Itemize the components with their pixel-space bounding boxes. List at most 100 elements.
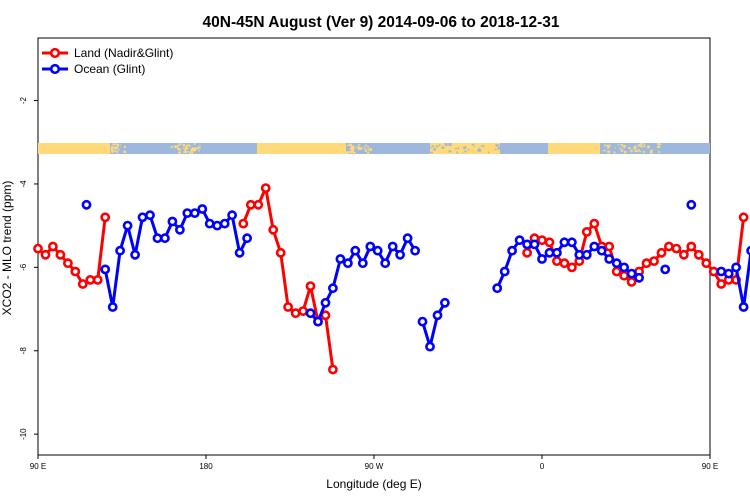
data-point xyxy=(350,245,361,256)
mask-speckle xyxy=(105,146,109,149)
mask-speckle xyxy=(100,144,104,147)
data-point xyxy=(182,208,193,218)
mask-speckle xyxy=(355,146,357,148)
mask-speckle xyxy=(433,148,436,151)
mask-speckle xyxy=(177,145,179,147)
mask-speckle xyxy=(177,147,180,150)
data-point xyxy=(357,258,368,269)
data-point xyxy=(327,283,338,294)
data-point xyxy=(679,249,689,260)
mask-speckle xyxy=(448,150,452,153)
mask-speckle xyxy=(368,148,372,151)
data-point xyxy=(626,268,637,279)
series-layer xyxy=(33,183,750,375)
data-point xyxy=(660,264,671,275)
mask-speckle xyxy=(370,148,373,151)
data-point xyxy=(544,237,555,248)
mask-speckle xyxy=(364,149,367,152)
mask-speckle xyxy=(178,151,181,153)
data-point xyxy=(522,247,532,258)
mask-land-block xyxy=(548,143,600,154)
data-point xyxy=(402,233,413,244)
mask-speckle xyxy=(619,147,621,150)
mask-speckle xyxy=(106,145,110,147)
mask-speckle xyxy=(193,143,196,145)
mask-speckle xyxy=(432,145,435,147)
mask-speckle xyxy=(185,151,189,153)
mask-speckle xyxy=(182,151,185,153)
data-point xyxy=(574,249,585,260)
data-point xyxy=(425,341,435,352)
mask-speckle xyxy=(360,147,363,150)
mask-speckle xyxy=(350,149,354,153)
mask-speckle xyxy=(658,143,662,145)
data-point xyxy=(81,199,92,210)
mask-speckle xyxy=(101,150,104,152)
data-point xyxy=(529,239,540,250)
mask-speckle xyxy=(488,151,490,154)
data-point xyxy=(634,272,644,283)
legend-marker-land xyxy=(49,47,61,59)
mask-speckle xyxy=(367,151,370,155)
data-point xyxy=(268,224,279,235)
mask-speckle xyxy=(111,146,114,150)
x-tick-label: 90 W xyxy=(365,462,384,471)
mask-speckle xyxy=(634,149,638,153)
mask-speckle xyxy=(184,146,187,150)
mask-speckle xyxy=(497,146,500,150)
series-ocean xyxy=(81,199,750,352)
mask-speckle xyxy=(192,147,196,151)
data-point xyxy=(596,245,607,256)
data-point xyxy=(33,243,43,254)
data-point xyxy=(514,235,525,246)
mask-speckle xyxy=(477,149,481,151)
mask-speckle xyxy=(441,147,445,149)
x-tick-label: 90 E xyxy=(702,462,718,471)
mask-speckle xyxy=(640,143,642,146)
mask-speckle xyxy=(633,145,637,149)
data-point xyxy=(395,249,405,260)
mask-speckle xyxy=(468,148,470,151)
mask-speckle xyxy=(621,145,624,147)
mask-speckle xyxy=(115,143,118,145)
legend-label-land: Land (Nadir&Glint) xyxy=(74,46,173,60)
mask-speckle xyxy=(106,151,108,154)
mask-speckle xyxy=(647,145,650,149)
mask-speckle xyxy=(338,147,341,149)
data-point xyxy=(219,218,230,229)
data-point xyxy=(581,226,592,237)
data-point xyxy=(100,264,111,275)
mask-speckle xyxy=(345,151,349,155)
mask-speckle xyxy=(463,146,467,149)
data-point xyxy=(290,308,301,319)
x-tick-label: 0 xyxy=(540,462,545,471)
mask-speckle xyxy=(495,144,499,147)
mask-speckle xyxy=(642,150,645,154)
data-point xyxy=(380,258,391,269)
mask-speckle xyxy=(350,145,353,148)
mask-speckle xyxy=(536,150,540,152)
mask-speckle xyxy=(197,146,201,149)
data-point xyxy=(686,199,697,210)
mask-speckle xyxy=(357,144,361,146)
mask-speckle xyxy=(464,150,467,153)
mask-speckle xyxy=(456,151,459,154)
mask-speckle xyxy=(430,151,433,154)
mask-speckle xyxy=(628,147,631,149)
mask-speckle xyxy=(101,146,104,149)
data-point xyxy=(656,247,667,258)
mask-speckle xyxy=(367,146,369,148)
mask-speckle xyxy=(528,149,530,152)
data-point xyxy=(275,247,286,258)
mask-speckle xyxy=(638,144,642,147)
data-point xyxy=(559,258,570,269)
mask-land-block xyxy=(257,143,346,154)
mask-speckle xyxy=(182,147,185,150)
mask-speckle xyxy=(430,147,433,149)
data-point xyxy=(499,266,510,277)
mask-speckle xyxy=(481,145,485,147)
mask-speckle xyxy=(431,145,433,147)
data-point xyxy=(492,283,503,294)
data-point xyxy=(137,212,148,223)
